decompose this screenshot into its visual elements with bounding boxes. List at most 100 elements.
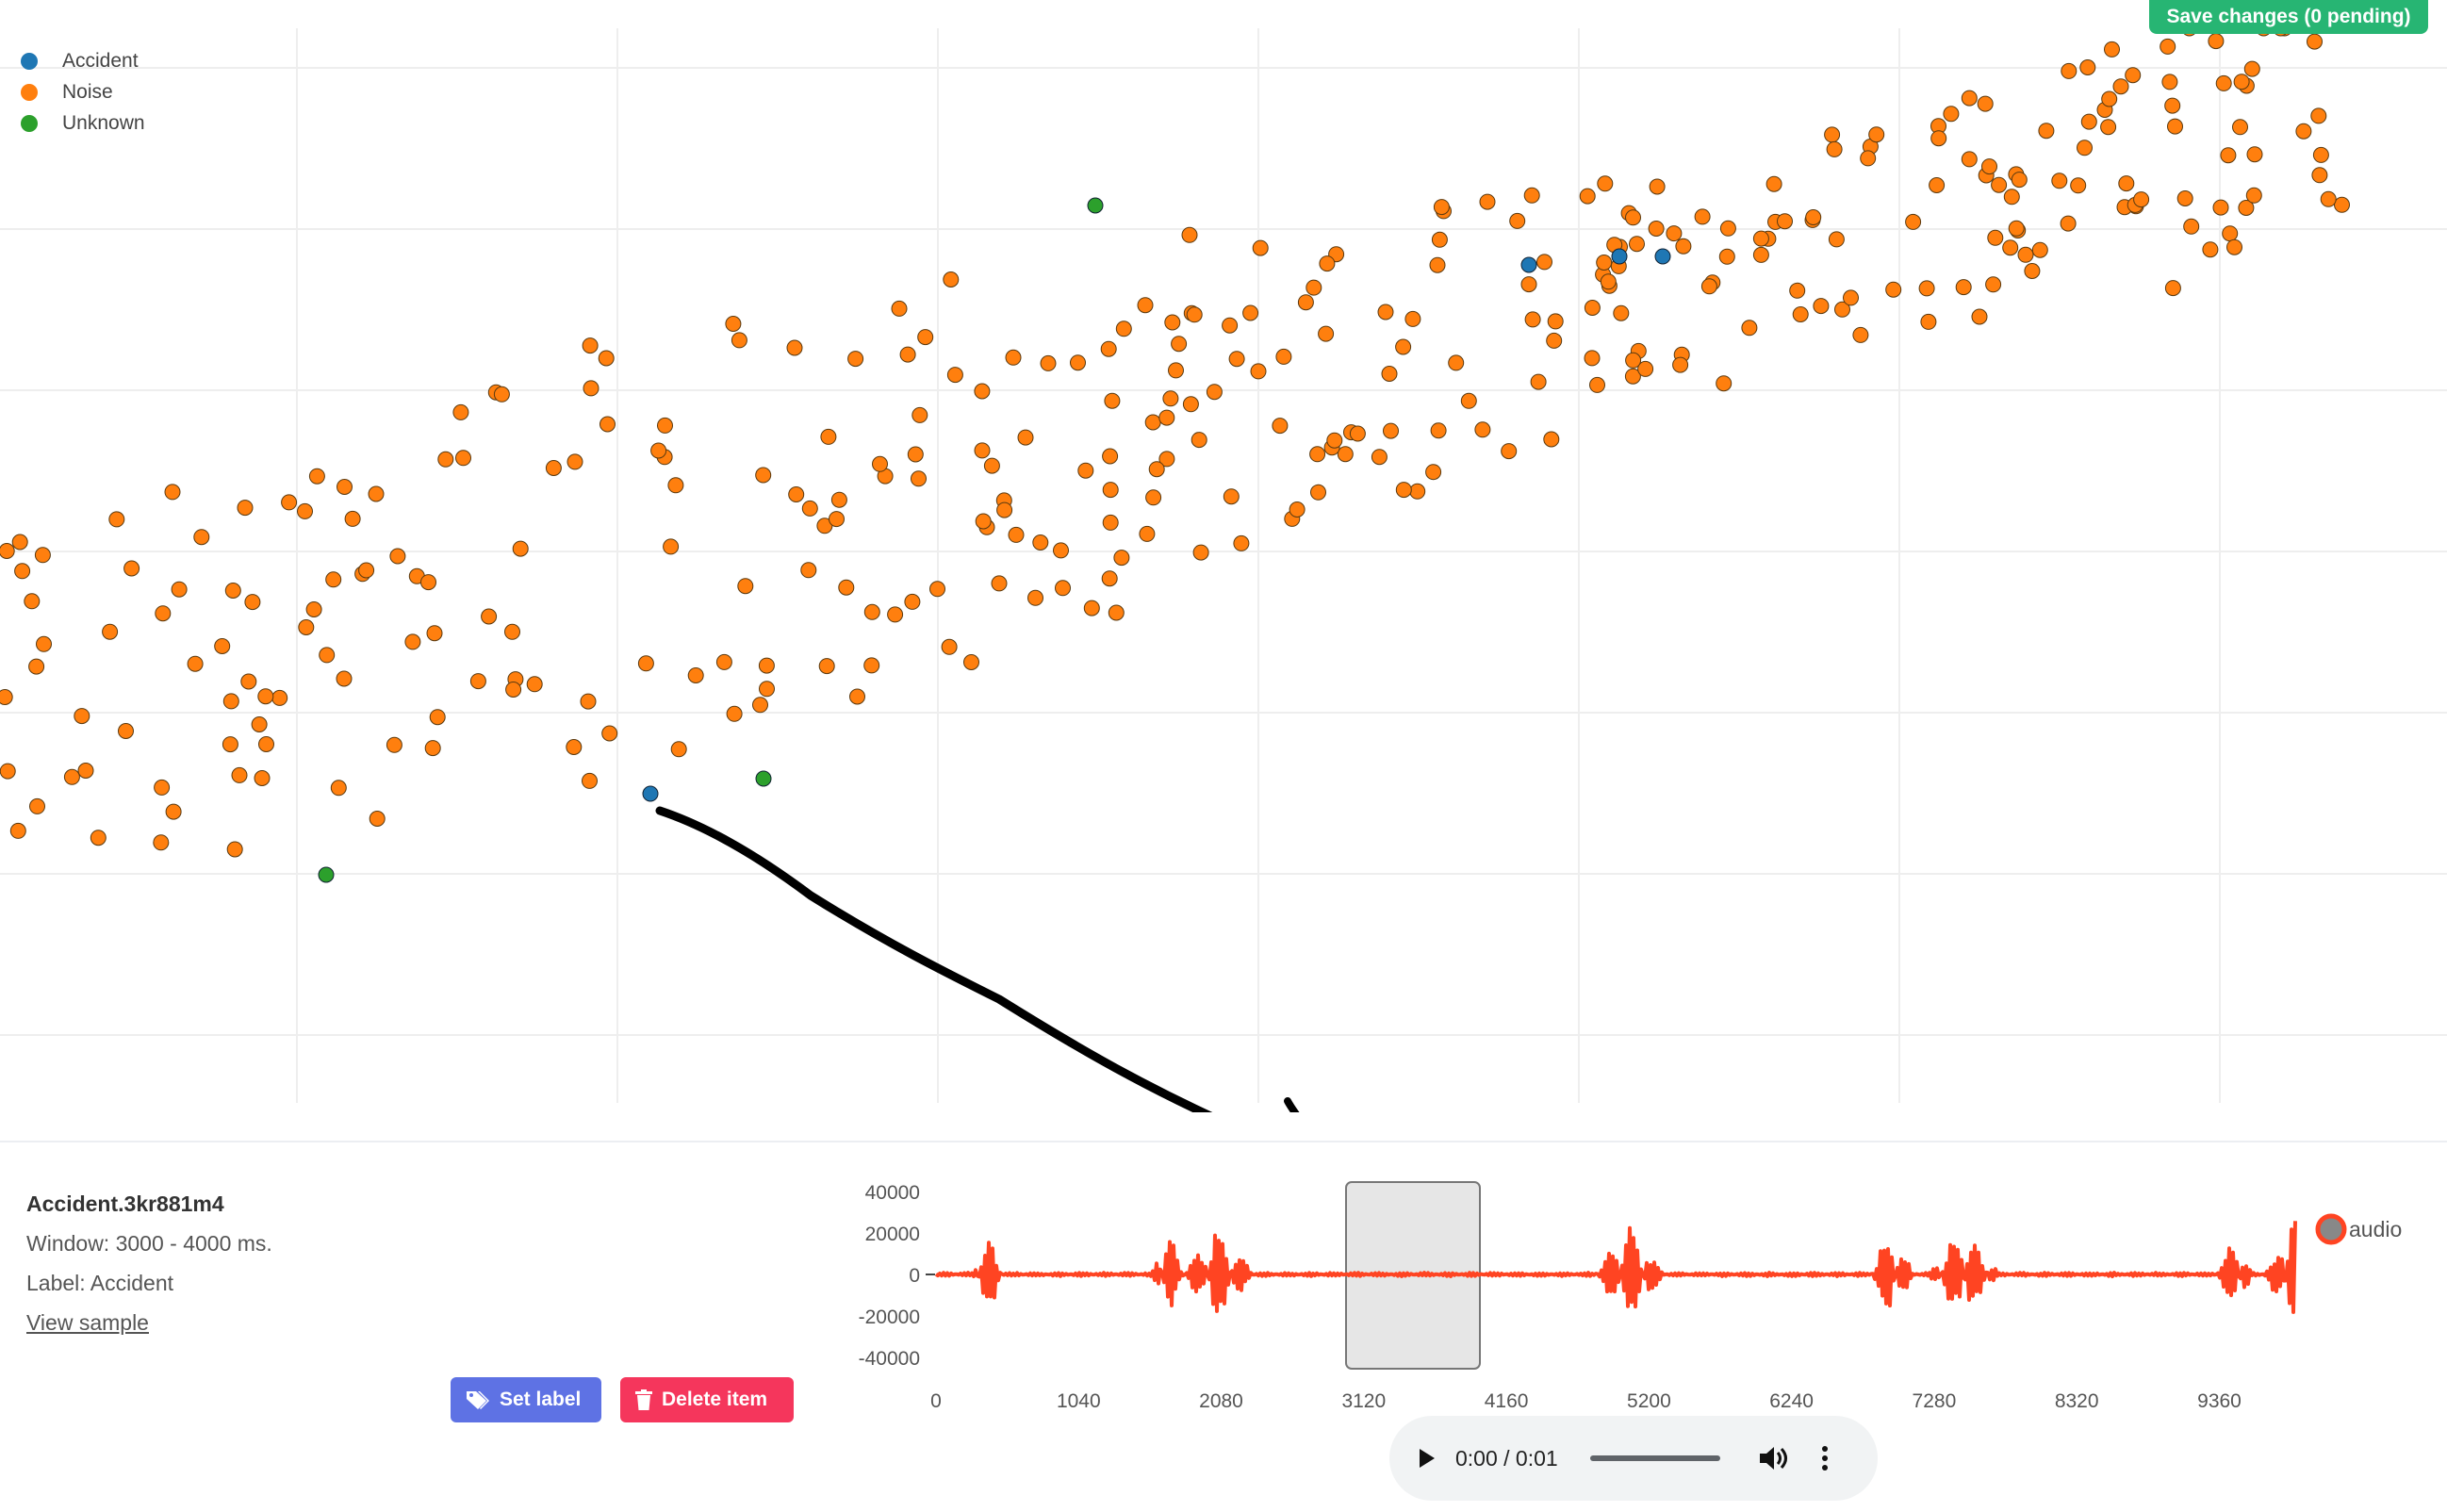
noise-point[interactable] (1223, 318, 1238, 333)
noise-point[interactable] (1338, 447, 1353, 462)
noise-point[interactable] (947, 368, 962, 383)
audio-progress-track[interactable] (1590, 1455, 1720, 1461)
noise-point[interactable] (1384, 423, 1399, 438)
noise-point[interactable] (513, 541, 528, 556)
noise-point[interactable] (1431, 423, 1446, 438)
noise-point[interactable] (2080, 60, 2095, 75)
noise-point[interactable] (194, 530, 209, 545)
noise-point[interactable] (821, 429, 836, 444)
noise-point[interactable] (1378, 304, 1393, 320)
noise-point[interactable] (1547, 333, 1562, 348)
noise-point[interactable] (1580, 189, 1595, 204)
noise-point[interactable] (282, 495, 297, 510)
noise-point[interactable] (188, 656, 203, 671)
noise-point[interactable] (546, 461, 561, 476)
noise-point[interactable] (1597, 255, 1612, 271)
noise-point[interactable] (1071, 355, 1086, 370)
noise-point[interactable] (599, 351, 614, 366)
noise-point[interactable] (2162, 74, 2177, 90)
noise-point[interactable] (1103, 449, 1118, 464)
noise-point[interactable] (1243, 305, 1258, 320)
noise-point[interactable] (1410, 484, 1425, 499)
noise-point[interactable] (801, 563, 816, 578)
noise-point[interactable] (438, 452, 453, 467)
noise-point[interactable] (759, 658, 774, 673)
noise-point[interactable] (1320, 256, 1335, 271)
noise-point[interactable] (1033, 535, 1048, 551)
noise-point[interactable] (272, 690, 287, 705)
noise-point[interactable] (299, 620, 314, 635)
noise-point[interactable] (753, 698, 768, 713)
noise-point[interactable] (1056, 581, 1071, 596)
noise-point[interactable] (1667, 226, 1682, 241)
noise-point[interactable] (1548, 314, 1563, 329)
noise-point[interactable] (738, 579, 753, 594)
noise-point[interactable] (1806, 210, 1821, 225)
noise-point[interactable] (731, 333, 747, 348)
noise-point[interactable] (975, 384, 990, 399)
noise-point[interactable] (1793, 307, 1808, 322)
noise-point[interactable] (1510, 213, 1525, 228)
noise-point[interactable] (241, 674, 256, 689)
noise-point[interactable] (583, 381, 599, 396)
noise-point[interactable] (124, 561, 140, 576)
noise-point[interactable] (2321, 191, 2336, 206)
noise-point[interactable] (1382, 367, 1397, 382)
noise-point[interactable] (1701, 279, 1716, 294)
noise-point[interactable] (0, 764, 15, 779)
noise-point[interactable] (1146, 490, 1161, 505)
noise-point[interactable] (1109, 605, 1124, 620)
noise-point[interactable] (25, 594, 40, 609)
noise-point[interactable] (1018, 430, 1033, 445)
noise-point[interactable] (90, 830, 106, 846)
noise-point[interactable] (1169, 363, 1184, 378)
noise-point[interactable] (992, 576, 1007, 591)
noise-point[interactable] (2165, 281, 2180, 296)
noise-point[interactable] (1116, 321, 1131, 337)
noise-point[interactable] (911, 471, 927, 486)
noise-point[interactable] (2061, 216, 2076, 231)
noise-point[interactable] (0, 544, 14, 559)
noise-point[interactable] (2227, 239, 2242, 255)
noise-point[interactable] (789, 487, 804, 502)
accident-point[interactable] (643, 786, 658, 801)
noise-point[interactable] (1430, 257, 1445, 272)
noise-point[interactable] (337, 671, 352, 686)
scatter-points[interactable] (0, 21, 2350, 882)
noise-point[interactable] (425, 741, 440, 756)
accident-point[interactable] (1521, 257, 1536, 272)
noise-point[interactable] (984, 458, 999, 473)
noise-point[interactable] (1102, 571, 1117, 586)
noise-point[interactable] (2165, 98, 2180, 113)
noise-point[interactable] (864, 604, 879, 619)
noise-point[interactable] (2311, 108, 2326, 123)
noise-point[interactable] (359, 563, 374, 578)
noise-point[interactable] (864, 658, 879, 673)
noise-point[interactable] (1753, 231, 1768, 246)
noise-point[interactable] (1931, 131, 1946, 146)
unknown-point[interactable] (1088, 198, 1103, 213)
noise-point[interactable] (1426, 465, 1441, 480)
noise-point[interactable] (1101, 341, 1116, 356)
noise-point[interactable] (1187, 307, 1202, 322)
noise-point[interactable] (2168, 119, 2183, 134)
noise-point[interactable] (1827, 141, 1842, 156)
accident-point[interactable] (1612, 249, 1627, 264)
noise-point[interactable] (1396, 339, 1411, 354)
noise-point[interactable] (2209, 34, 2224, 49)
noise-point[interactable] (1114, 551, 1129, 566)
noise-point[interactable] (1298, 295, 1313, 310)
noise-point[interactable] (453, 404, 468, 419)
noise-point[interactable] (215, 639, 230, 654)
noise-point[interactable] (602, 726, 617, 741)
noise-point[interactable] (1350, 426, 1365, 441)
accident-point[interactable] (1655, 249, 1670, 264)
noise-point[interactable] (671, 742, 686, 757)
noise-point[interactable] (1149, 462, 1164, 477)
noise-point[interactable] (255, 771, 270, 786)
noise-point[interactable] (1956, 280, 1971, 295)
noise-point[interactable] (1319, 326, 1334, 341)
noise-point[interactable] (2081, 114, 2096, 129)
noise-point[interactable] (1930, 178, 1945, 193)
noise-point[interactable] (839, 580, 854, 595)
